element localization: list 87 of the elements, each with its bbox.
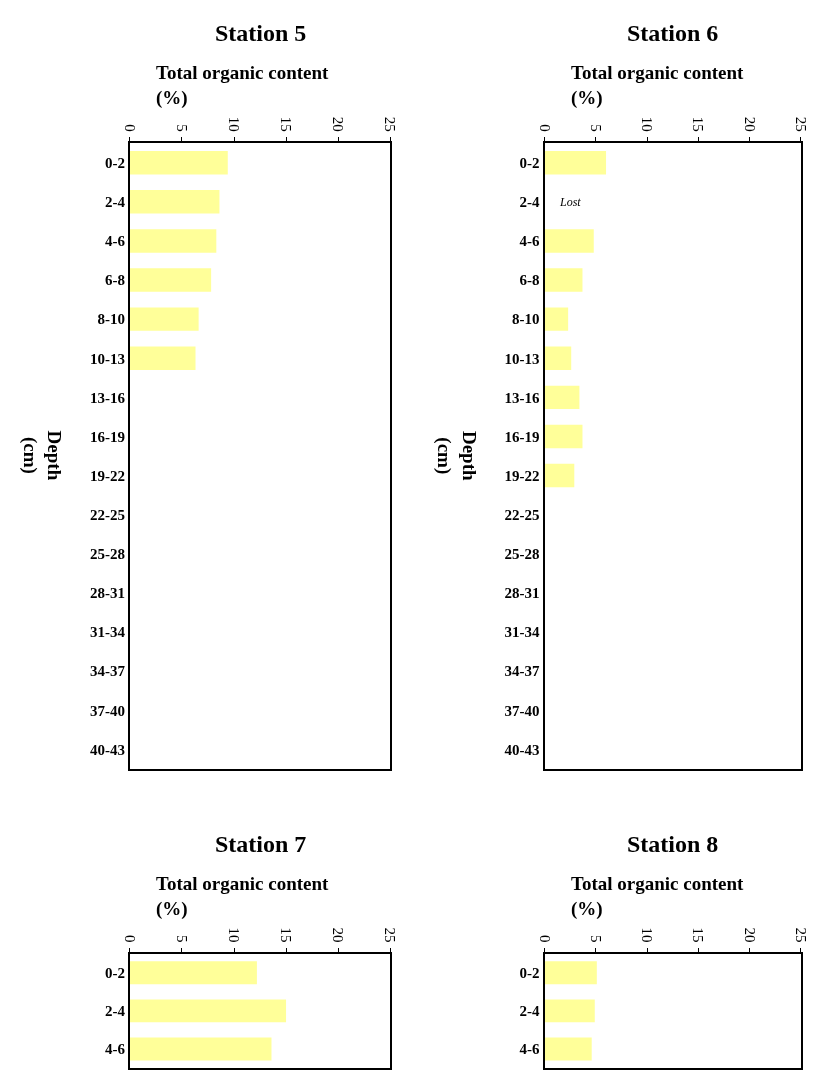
y-tick-label: 8-10 xyxy=(97,311,125,328)
y-axis-title: Depth (cm) xyxy=(433,430,481,481)
bar xyxy=(129,346,196,370)
y-tick-label: 28-31 xyxy=(89,585,125,602)
y-axis-title: Depth (cm) xyxy=(18,430,66,481)
chart-title: Station 8 xyxy=(627,831,719,857)
y-tick-label: 2-4 xyxy=(104,1003,126,1020)
y-tick-label: 4-6 xyxy=(104,1041,126,1058)
y-tick-label: 37-40 xyxy=(504,702,540,719)
x-tick-label: 0 xyxy=(122,934,139,943)
x-axis-title: Total organic content (%) xyxy=(571,62,745,109)
y-tick-label: 0-2 xyxy=(104,154,125,171)
y-tick-label: 13-16 xyxy=(504,389,541,406)
chart-title: Station 7 xyxy=(215,831,307,857)
y-tick-label: 37-40 xyxy=(89,702,125,719)
y-tick-label: 4-6 xyxy=(519,233,541,250)
annotation: Lost xyxy=(559,195,582,209)
x-tick-label: 0 xyxy=(536,124,553,132)
y-tick-label: 4-6 xyxy=(519,1041,541,1058)
y-tick-label: 31-34 xyxy=(89,624,126,641)
x-axis-title: Total organic content (%) xyxy=(156,62,330,109)
x-axis-title: Total organic content (%) xyxy=(156,873,330,920)
bar xyxy=(129,190,220,214)
y-tick-label: 13-16 xyxy=(89,389,126,406)
y-tick-label: 2-4 xyxy=(519,1003,541,1020)
x-tick-label: 20 xyxy=(741,927,758,943)
y-tick-label: 10-13 xyxy=(504,350,540,367)
y-tick-label: 8-10 xyxy=(512,311,540,328)
bar xyxy=(129,307,199,331)
x-axis-title: Total organic content (%) xyxy=(571,873,745,920)
y-tick-label: 40-43 xyxy=(89,741,125,758)
y-tick-label: 0-2 xyxy=(104,965,125,982)
bar xyxy=(544,424,583,449)
x-tick-label: 25 xyxy=(382,116,399,132)
x-tick-label: 15 xyxy=(278,927,295,943)
y-tick-label: 2-4 xyxy=(104,194,126,211)
x-tick-label: 5 xyxy=(587,934,604,943)
x-tick-label: 15 xyxy=(690,927,707,943)
y-tick-label: 34-37 xyxy=(89,663,126,680)
x-tick-label: 25 xyxy=(792,116,809,132)
x-tick-label: 5 xyxy=(174,124,191,132)
x-tick-label: 5 xyxy=(174,934,191,943)
bar xyxy=(544,268,583,292)
y-tick-label: 19-22 xyxy=(89,467,125,484)
chart-title: Station 5 xyxy=(215,20,307,46)
y-tick-label: 0-2 xyxy=(519,154,540,171)
y-tick-label: 28-31 xyxy=(504,585,540,602)
x-tick-label: 0 xyxy=(122,124,139,132)
y-tick-label: 34-37 xyxy=(504,663,541,680)
x-tick-label: 10 xyxy=(226,927,243,943)
bar xyxy=(544,385,580,410)
y-tick-label: 0-2 xyxy=(519,965,540,982)
y-tick-label: 22-25 xyxy=(89,506,125,523)
bar xyxy=(544,229,594,253)
y-tick-label: 6-8 xyxy=(104,272,125,289)
y-tick-label: 4-6 xyxy=(104,233,126,250)
x-tick-label: 25 xyxy=(382,927,399,943)
x-tick-label: 20 xyxy=(330,927,347,943)
y-tick-label: 40-43 xyxy=(504,741,540,758)
x-tick-label: 15 xyxy=(278,116,295,132)
x-tick-label: 20 xyxy=(741,116,758,132)
y-tick-label: 25-28 xyxy=(504,546,540,563)
bar xyxy=(544,307,569,331)
chart-title: Station 6 xyxy=(627,20,719,46)
x-tick-label: 10 xyxy=(639,927,656,943)
x-tick-label: 10 xyxy=(639,116,656,132)
x-tick-label: 5 xyxy=(587,124,604,132)
bar xyxy=(129,150,228,175)
y-tick-label: 25-28 xyxy=(89,546,125,563)
y-tick-label: 16-19 xyxy=(89,428,125,445)
y-tick-label: 2-4 xyxy=(519,194,541,211)
y-tick-label: 6-8 xyxy=(519,272,540,289)
bar xyxy=(544,346,572,370)
y-tick-label: 31-34 xyxy=(504,624,541,641)
bar xyxy=(544,463,575,488)
y-tick-label: 16-19 xyxy=(504,428,540,445)
x-tick-label: 0 xyxy=(536,934,553,943)
x-tick-label: 20 xyxy=(330,116,347,132)
y-tick-label: 22-25 xyxy=(504,506,540,523)
x-tick-label: 15 xyxy=(690,116,707,132)
bar xyxy=(129,229,217,253)
y-tick-label: 10-13 xyxy=(89,350,125,367)
bar xyxy=(129,268,212,292)
y-tick-label: 19-22 xyxy=(504,467,540,484)
x-tick-label: 10 xyxy=(226,116,243,132)
bar xyxy=(544,150,607,175)
x-tick-label: 25 xyxy=(792,927,809,943)
